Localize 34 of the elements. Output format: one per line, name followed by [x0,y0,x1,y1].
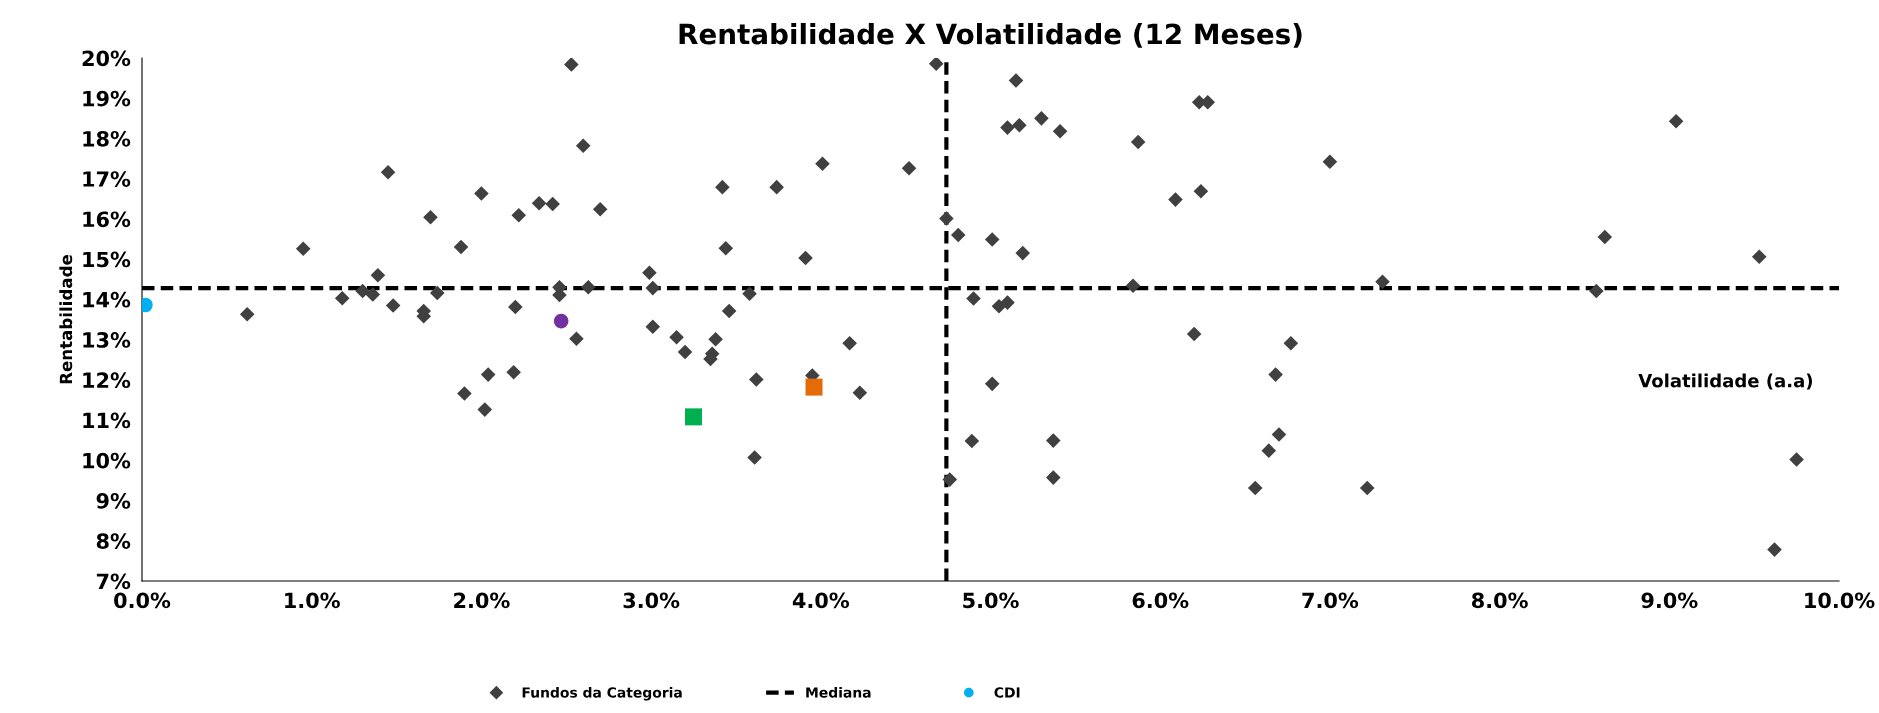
y-tick-label: 20% [82,50,131,67]
y-tick-label: 19% [83,90,131,107]
x-tick-label: 3.0% [623,592,680,609]
x-tick-label: 5.0% [963,592,1019,609]
y-tick-label: 18% [83,130,131,147]
y-tick-label: 14% [83,291,131,308]
point [685,408,703,426]
y-tick-label: 11% [83,412,131,429]
y-tick-label: 15% [83,251,131,268]
y-tick-label: 13% [83,332,131,348]
chart-title: Rentabilidade X Volatilidade (12 Meses) [679,23,1302,48]
x-tick-label: 0.0% [114,592,171,609]
legend-label: CDI [994,687,1020,698]
y-tick-label: 7% [96,573,131,590]
x-tick-label: 1.0% [285,592,340,609]
y-tick-label: 8% [96,533,131,549]
x-tick-label: 9.0% [1641,592,1698,609]
y-tick-label: 10% [83,452,131,469]
point [805,378,823,396]
x-tick-label: 10.0% [1805,592,1875,609]
x-tick-label: 7.0% [1302,592,1359,609]
x-tick-label: 6.0% [1132,592,1189,609]
x-tick-label: 8.0% [1471,592,1528,609]
y-tick-label: 17% [83,171,131,187]
legend-label: Mediana [806,686,871,698]
point [553,313,569,329]
x-axis-title: Volatilidade (a.a) [1638,373,1812,390]
x-tick-label: 4.0% [792,592,850,609]
legend-label: Fundos da Categoria [522,686,682,701]
y-tick-label: 12% [83,372,131,389]
x-tick-label: 2.0% [454,592,510,609]
y-tick-label: 9% [96,492,131,509]
y-axis-title: Rentabilidade [59,254,73,384]
y-tick-label: 16% [83,211,131,228]
